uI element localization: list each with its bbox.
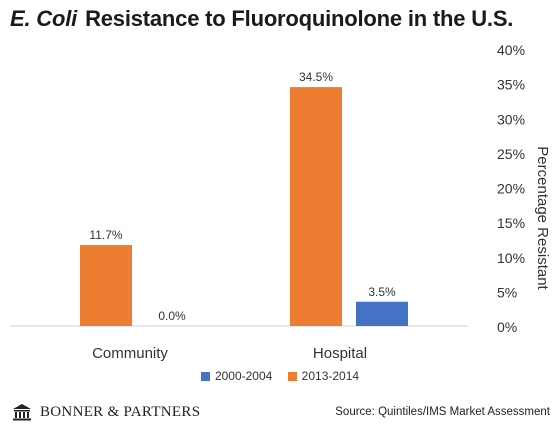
y-tick-label: 15%	[497, 215, 525, 231]
data-label-community-2000-2004: 0.0%	[158, 309, 186, 323]
legend-swatch-2000-2004	[200, 372, 210, 381]
data-label-hospital-2000-2004: 3.5%	[368, 285, 396, 299]
data-label-community-2013-2014: 11.7%	[89, 228, 122, 242]
x-tick-label: Community	[92, 345, 168, 362]
y-tick-label: 5%	[497, 284, 517, 300]
brand: BONNER & PARTNERS	[12, 403, 200, 421]
source-note: Source: Quintiles/IMS Market Assessment	[335, 406, 550, 418]
y-tick-label: 10%	[497, 250, 525, 266]
legend: 2000-2004 2013-2014	[0, 369, 560, 383]
data-label-hospital-2013-2014: 34.5%	[299, 70, 333, 84]
x-tick-label: Hospital	[313, 345, 367, 362]
y-tick-label: 30%	[497, 111, 525, 127]
y-tick-label: 20%	[497, 181, 525, 197]
legend-label-2000-2004: 2000-2004	[214, 369, 273, 383]
chart-title-rest: Resistance to Fluoroquinolone in the U.S…	[85, 6, 514, 31]
y-tick-label: 0%	[497, 319, 517, 335]
legend-item-2013-2014: 2013-2014	[287, 369, 360, 383]
bar-hospital-2013-2014	[290, 87, 342, 327]
brand-name: BONNER & PARTNERS	[40, 403, 201, 420]
building-logo-icon	[13, 404, 31, 421]
chart-title-italic: E. Coli	[10, 6, 78, 31]
y-tick-label: 35%	[497, 77, 525, 93]
y-axis-title: Percentage Resistant	[534, 146, 551, 290]
chart-title: E. Coli Resistance to Fluoroquinolone in …	[10, 6, 513, 32]
y-tick-label: 25%	[497, 146, 525, 162]
legend-swatch-2013-2014	[287, 372, 297, 381]
legend-item-2000-2004: 2000-2004	[200, 369, 273, 383]
bar-hospital-2000-2004	[356, 301, 408, 326]
legend-label-2013-2014: 2013-2014	[301, 369, 360, 383]
y-tick-label: 40%	[497, 42, 525, 58]
bar-community-2013-2014	[80, 244, 132, 326]
